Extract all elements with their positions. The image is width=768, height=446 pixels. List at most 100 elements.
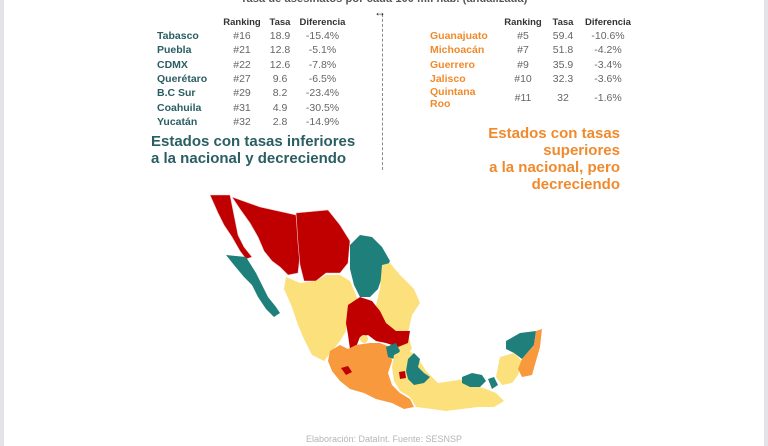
tasa: 51.8: [552, 44, 574, 57]
diferencia: -5.1%: [308, 44, 337, 57]
left-caption-line1: Estados con tasas inferiores: [151, 133, 356, 150]
tasa: 4.9: [272, 101, 288, 114]
state-name: Coahuila: [157, 101, 202, 114]
chart-subtitle: Tasa de asesinatos por cada 100 mil hab.…: [0, 0, 768, 5]
left-states-table: Ranking Tasa Diferencia Tabasco #16 18.9…: [157, 15, 350, 129]
state-name: Tabasco: [157, 30, 199, 43]
state-name: CDMX: [157, 58, 188, 71]
ranking: #31: [233, 101, 251, 114]
state-puebla-cdmx: [406, 353, 430, 385]
header-diferencia: Diferencia: [585, 16, 631, 28]
state-quintana-roo: [518, 329, 542, 377]
state-yucatan: [506, 331, 536, 359]
table-row: Puebla #21 12.8 -5.1%: [157, 43, 350, 57]
table-row: CDMX #22 12.6 -7.8%: [157, 58, 350, 72]
tasa: 32: [557, 92, 569, 105]
right-caption: Estados con tasas superiores a la nacion…: [410, 125, 620, 193]
diferencia: -6.5%: [308, 73, 337, 86]
state-name: Querétaro: [157, 73, 208, 86]
table-row: Tabasco #16 18.9 -15.4%: [157, 29, 350, 43]
header-tasa: Tasa: [552, 16, 574, 28]
state-name: Yucatán: [157, 115, 198, 128]
diferencia: -1.6%: [594, 92, 622, 105]
diferencia: -14.9%: [305, 115, 340, 128]
tasa: 2.8: [272, 115, 288, 128]
source-footer: Elaboración: DataInt. Fuente: SESNSP: [305, 434, 463, 444]
header-diferencia: Diferencia: [299, 16, 346, 28]
table-row: Yucatán #32 2.8 -14.9%: [157, 115, 350, 129]
state-tabasco: [462, 373, 486, 387]
ranking: #32: [233, 115, 251, 128]
left-edge-bar: [0, 0, 4, 446]
table-row: B.C Sur #29 8.2 -23.4%: [157, 86, 350, 100]
right-edge-bar: [764, 0, 768, 446]
ranking: #21: [233, 44, 251, 57]
tasa: 59.4: [552, 30, 574, 43]
diferencia: -3.6%: [594, 73, 622, 86]
state-colima: [341, 366, 352, 375]
diferencia: -10.6%: [591, 30, 625, 43]
table-row: Quintana Roo #11 32 -1.6%: [430, 86, 638, 110]
ranking: #10: [514, 73, 532, 86]
state-name: B.C Sur: [157, 87, 196, 100]
table-header-row: Ranking Tasa Diferencia: [430, 15, 638, 29]
header-ranking: Ranking: [223, 16, 261, 28]
ranking: #22: [233, 58, 251, 71]
header-tasa: Tasa: [269, 16, 291, 28]
table-header-row: Ranking Tasa Diferencia: [157, 15, 350, 29]
state-aguascalientes: [360, 335, 368, 343]
state-veracruz-oaxaca: [392, 349, 504, 411]
state-name: Puebla: [157, 44, 192, 57]
ranking: #9: [517, 58, 529, 71]
ranking: #29: [233, 87, 251, 100]
state-name: Quintana Roo: [430, 86, 476, 111]
diferencia: -23.4%: [305, 87, 340, 100]
header-ranking: Ranking: [504, 16, 542, 28]
state-name: Guerrero: [430, 58, 475, 71]
right-caption-line1: Estados con tasas superiores: [488, 125, 620, 159]
diferencia: -15.4%: [305, 30, 340, 43]
ranking: #16: [233, 30, 251, 43]
diferencia: -3.4%: [594, 58, 622, 71]
table-row: Jalisco #10 32.3 -3.6%: [430, 72, 638, 86]
tasa: 35.9: [552, 58, 574, 71]
ranking: #11: [514, 92, 532, 105]
column-divider: [382, 14, 383, 170]
state-name: Jalisco: [430, 73, 466, 86]
tasa: 18.9: [269, 30, 291, 43]
header-state: [157, 15, 219, 29]
mexico-map: [209, 194, 542, 411]
diferencia: -7.8%: [308, 58, 337, 71]
table-row: Querétaro #27 9.6 -6.5%: [157, 72, 350, 86]
state-name: Michoacán: [430, 44, 485, 57]
state-jalisco-michoacan-guerrero-guanajuato: [328, 343, 414, 409]
table-row: Michoacán #7 51.8 -4.2%: [430, 43, 638, 57]
tasa: 8.2: [272, 87, 288, 100]
ranking: #7: [517, 44, 529, 57]
left-caption: Estados con tasas inferiores a la nacion…: [151, 133, 381, 167]
diferencia: -4.2%: [594, 44, 622, 57]
tasa: 12.8: [269, 44, 291, 57]
tasa: 9.6: [272, 73, 288, 86]
state-baja-california: [209, 194, 253, 260]
diferencia: -30.5%: [305, 101, 340, 114]
state-tabasco-east: [488, 377, 498, 389]
table-row: Guerrero #9 35.9 -3.4%: [430, 58, 638, 72]
header-state: [430, 15, 498, 29]
resize-horizontal-icon[interactable]: ↔: [374, 5, 386, 19]
tasa: 12.6: [269, 58, 291, 71]
state-sinaloa-durango: [284, 275, 360, 361]
ranking: #27: [233, 73, 251, 86]
left-caption-line2: a la nacional y decreciendo: [151, 150, 347, 167]
tasa: 32.3: [552, 73, 574, 86]
state-coahuila: [350, 235, 390, 297]
ranking: #5: [517, 30, 529, 43]
state-chihuahua: [295, 209, 351, 282]
table-row: Coahuila #31 4.9 -30.5%: [157, 100, 350, 114]
state-morelos: [399, 371, 406, 379]
state-baja-california-sur: [226, 255, 280, 317]
state-campeche: [496, 353, 522, 385]
right-states-table: Ranking Tasa Diferencia Guanajuato #5 59…: [430, 15, 638, 111]
state-name: Guanajuato: [430, 30, 488, 43]
table-row: Guanajuato #5 59.4 -10.6%: [430, 29, 638, 43]
